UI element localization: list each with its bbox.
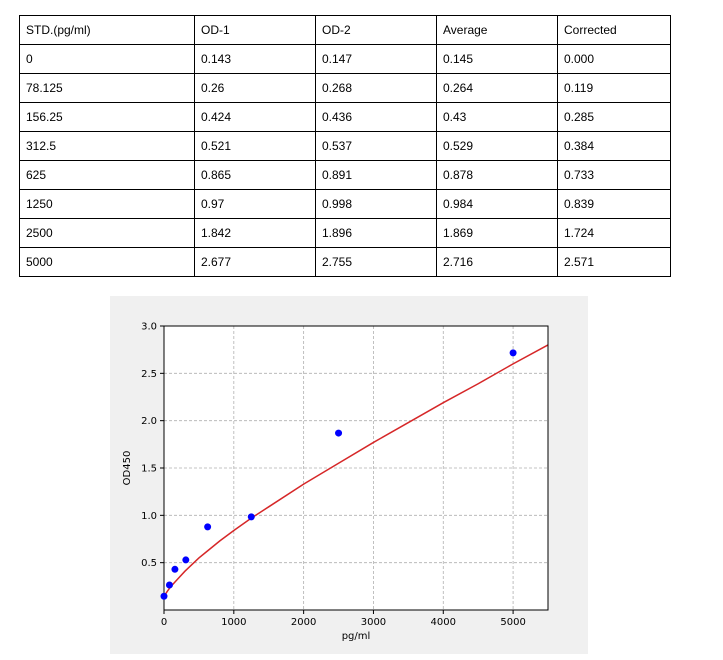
table-cell: 312.5 [19,131,195,161]
standards-table: STD.(pg/ml) OD-1 OD-2 Average Corrected 0 0.14… [19,15,671,277]
y-tick-label: 2.5 [141,369,157,380]
table-cell: 0.285 [557,102,671,132]
x-axis-label: pg/ml [342,631,371,642]
table-cell: 2.571 [557,247,671,277]
table-cell: 0.97 [194,189,316,219]
x-tick-label: 2000 [291,617,316,628]
y-tick-label: 3.0 [141,322,157,333]
table-cell: 0.436 [315,102,437,132]
y-axis-label: OD450 [122,451,133,486]
table-cell: 1.896 [315,218,437,248]
table-cell: 2500 [19,218,195,248]
fit-curve [163,344,549,597]
table-cell: 0.000 [557,44,671,74]
data-point [171,565,179,573]
table-cell: 0.891 [315,160,437,190]
table-cell: 2.755 [315,247,437,277]
table-cell: 0.424 [194,102,316,132]
x-tick-label: 0 [161,617,167,628]
table-header-cell: OD-1 [194,15,316,45]
table-row: 2500 1.842 1.896 1.869 1.724 [19,218,671,248]
data-point [160,592,168,600]
data-point [509,349,517,357]
table-header-cell: Corrected [557,15,671,45]
table-cell: 0.865 [194,160,316,190]
table-cell: 5000 [19,247,195,277]
table-cell: 0 [19,44,195,74]
x-tick-label: 5000 [500,617,525,628]
data-point [335,429,343,437]
y-tick-label: 1.5 [141,464,157,475]
table-row: 1250 0.97 0.998 0.984 0.839 [19,189,671,219]
table-cell: 0.521 [194,131,316,161]
table-row: 312.5 0.521 0.537 0.529 0.384 [19,131,671,161]
data-point [182,556,190,564]
table-cell: 1.869 [436,218,558,248]
table-row: 78.125 0.26 0.268 0.264 0.119 [19,73,671,103]
table-header-row: STD.(pg/ml) OD-1 OD-2 Average Corrected [19,15,671,45]
table-cell: 0.268 [315,73,437,103]
table-cell: 0.43 [436,102,558,132]
table-cell: 2.677 [194,247,316,277]
table-cell: 0.839 [557,189,671,219]
table-cell: 625 [19,160,195,190]
table-header-cell: OD-2 [315,15,437,45]
y-tick-label: 0.5 [141,558,157,569]
table-cell: 1250 [19,189,195,219]
table-row: 0 0.143 0.147 0.145 0.000 [19,44,671,74]
table-cell: 1.842 [194,218,316,248]
table-cell: 0.145 [436,44,558,74]
table-cell: 0.733 [557,160,671,190]
table-cell: 2.716 [436,247,558,277]
data-point [165,581,173,589]
table-cell: 0.998 [315,189,437,219]
data-point [247,513,255,521]
standard-curve-chart: 0 1000 2000 3000 4000 5000 0.5 1.0 1.5 2.0 2.5 3.0 p… [110,296,588,654]
x-tick-label: 3000 [361,617,386,628]
table-cell: 0.984 [436,189,558,219]
y-tick-label: 1.0 [141,511,157,522]
table-cell: 0.143 [194,44,316,74]
table-cell: 0.384 [557,131,671,161]
table-header-cell: Average [436,15,558,45]
x-tick-label: 4000 [431,617,456,628]
table-cell: 0.264 [436,73,558,103]
table-cell: 0.529 [436,131,558,161]
table-row: 5000 2.677 2.755 2.716 2.571 [19,247,671,277]
standards-table-body: STD.(pg/ml) OD-1 OD-2 Average Corrected 0 0.14… [19,15,671,277]
table-cell: 0.878 [436,160,558,190]
y-tick-label: 2.0 [141,416,157,427]
table-row: 156.25 0.424 0.436 0.43 0.285 [19,102,671,132]
chart-svg: 0 1000 2000 3000 4000 5000 0.5 1.0 1.5 2.0 2.5 3.0 p… [110,296,588,654]
table-cell: 0.119 [557,73,671,103]
table-cell: 0.147 [315,44,437,74]
table-cell: 0.26 [194,73,316,103]
data-point [204,523,212,531]
table-cell: 78.125 [19,73,195,103]
table-cell: 1.724 [557,218,671,248]
table-cell: 0.537 [315,131,437,161]
x-tick-label: 1000 [221,617,246,628]
table-row: 625 0.865 0.891 0.878 0.733 [19,160,671,190]
table-cell: 156.25 [19,102,195,132]
table-header-cell: STD.(pg/ml) [19,15,195,45]
